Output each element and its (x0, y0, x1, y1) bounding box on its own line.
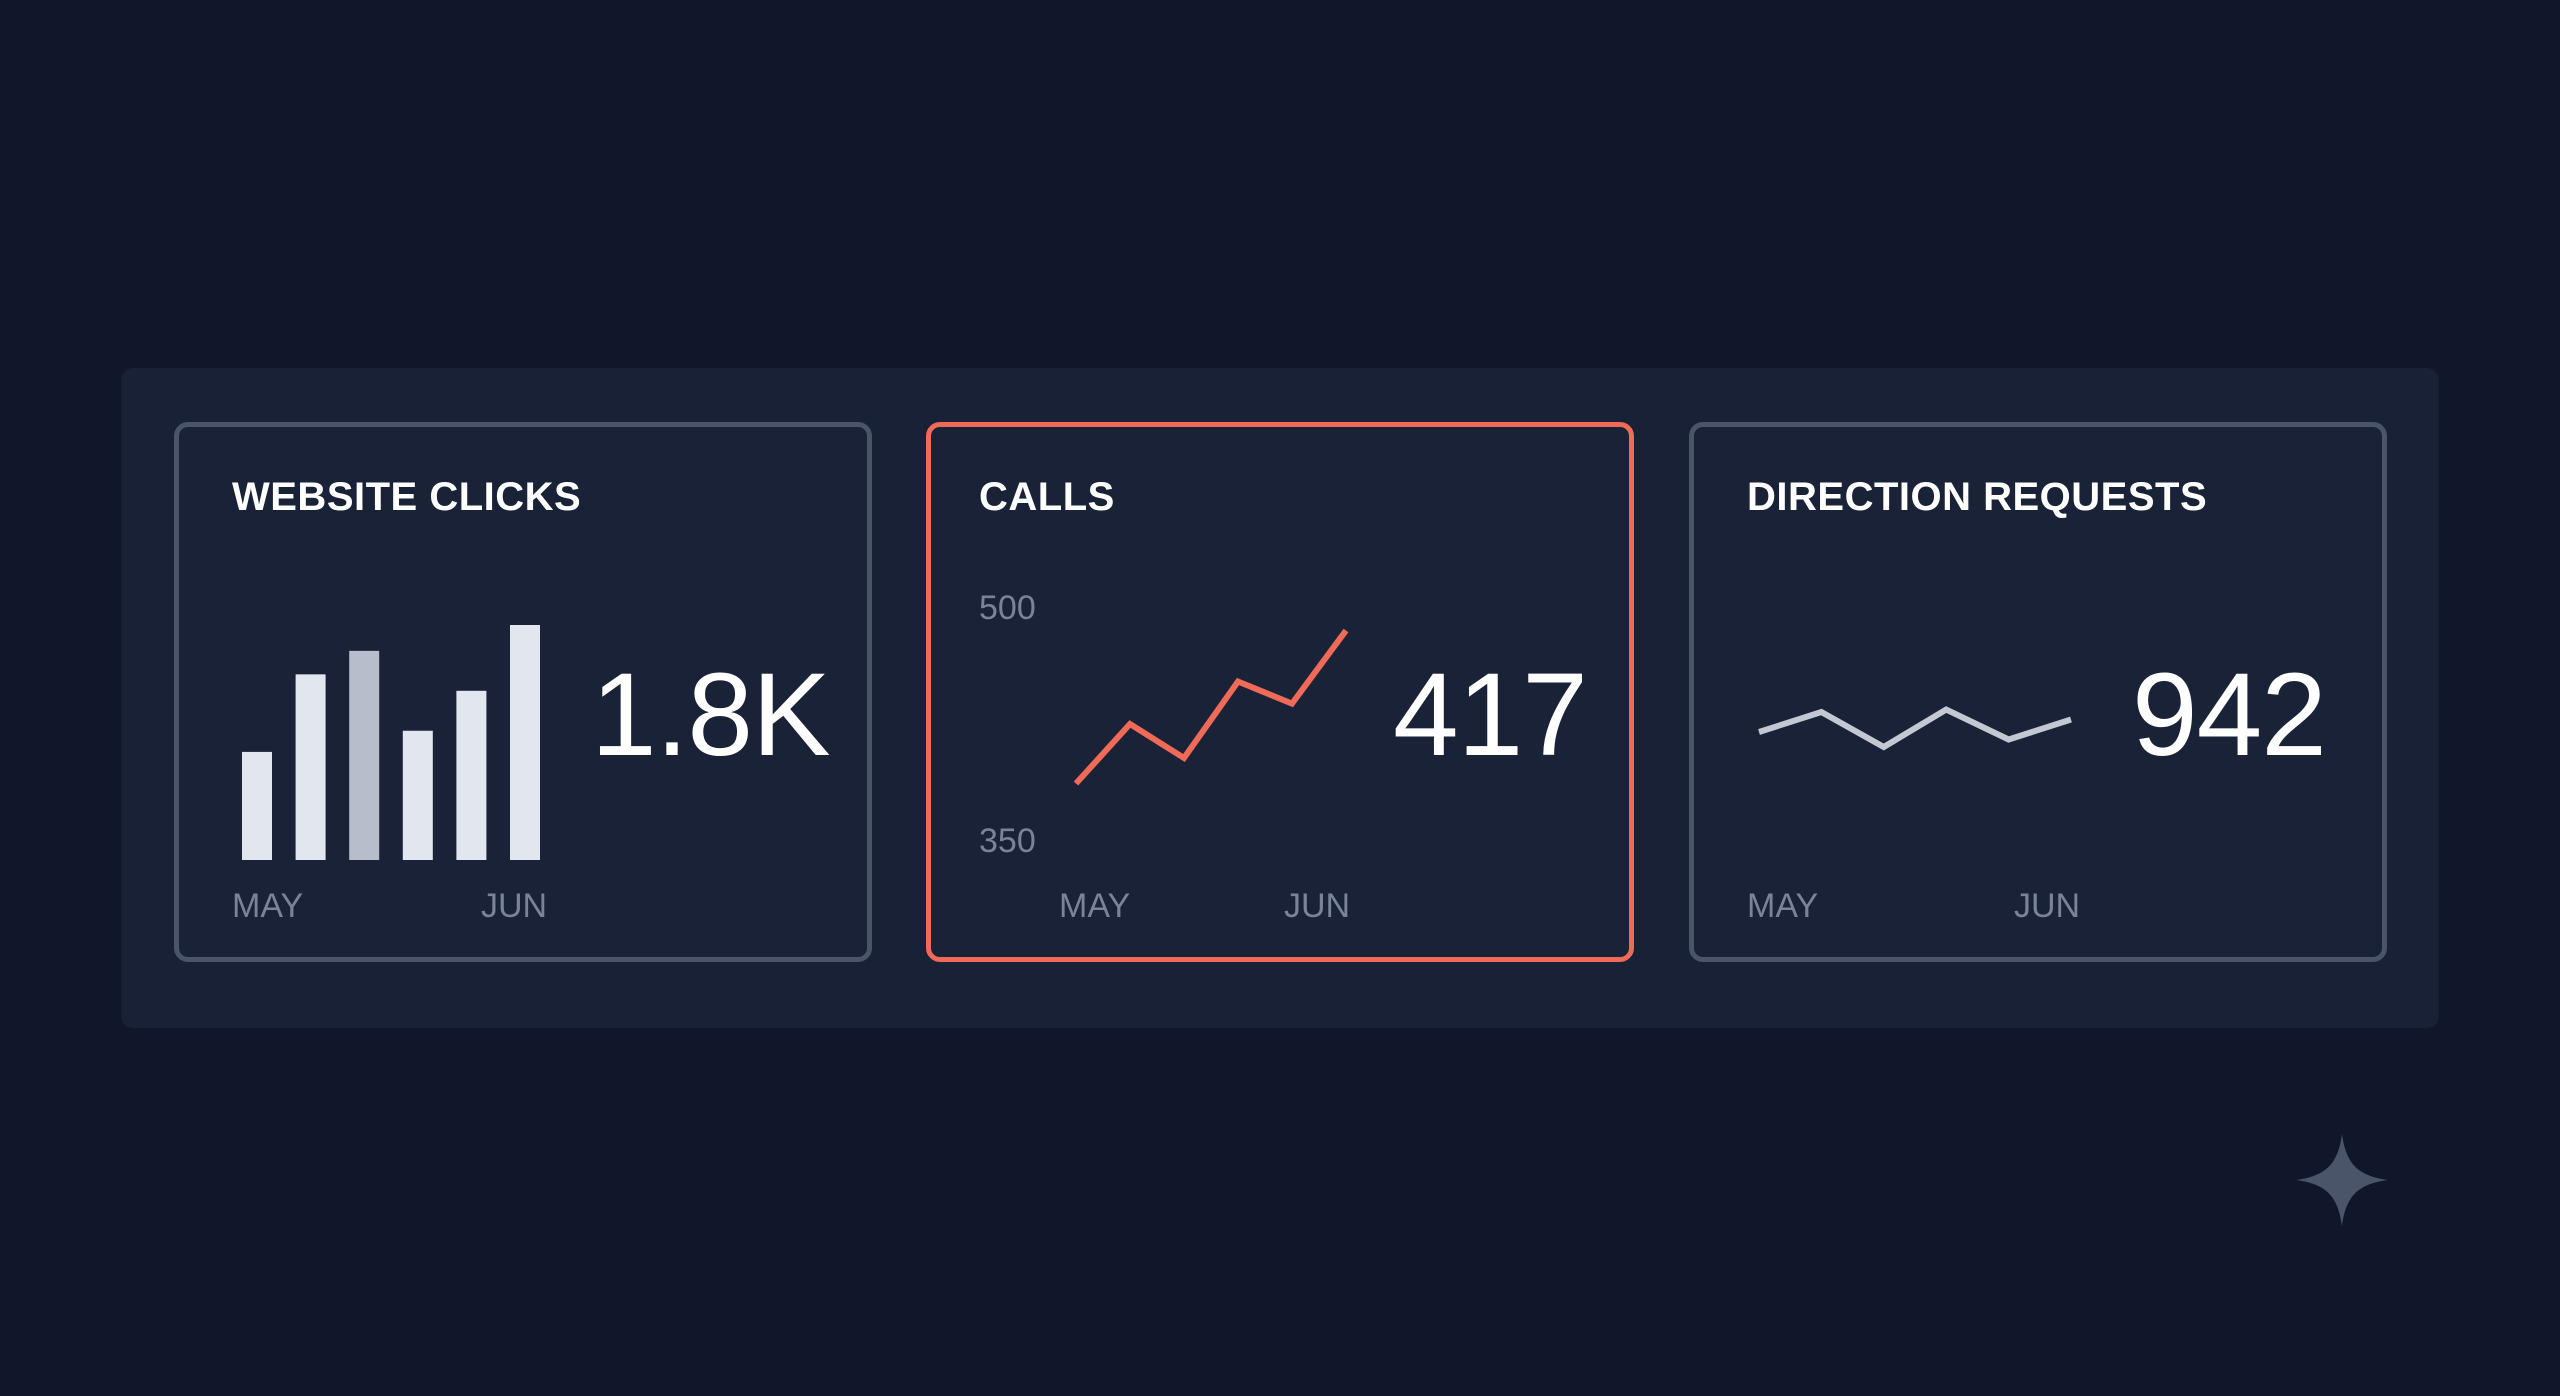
metrics-panel: WEBSITE CLICKS 1.8K MAY JUN CALLS 500 35… (121, 368, 2439, 1028)
bar (349, 650, 380, 860)
card-title: CALLS (979, 475, 1115, 519)
four-point-star-icon (2296, 1134, 2388, 1226)
website-clicks-bar-chart (242, 625, 540, 860)
x-tick-label: MAY (232, 887, 304, 925)
x-tick-label: JUN (481, 887, 548, 925)
direction-requests-value: 942 (2132, 649, 2327, 781)
direction-requests-card[interactable]: DIRECTION REQUESTS 942 MAY JUN (1689, 422, 2387, 962)
bar (510, 625, 540, 860)
bar (402, 730, 433, 860)
series-line (1758, 706, 2072, 751)
bar (242, 751, 272, 860)
x-tick-label: JUN (1284, 887, 1351, 925)
direction-requests-line-chart (1758, 706, 2072, 751)
x-tick-label: JUN (2014, 887, 2081, 925)
card-title: DIRECTION REQUESTS (1747, 475, 2208, 519)
calls-card[interactable]: CALLS 500 350 417 MAY JUN (926, 422, 1634, 962)
bar (456, 690, 487, 860)
website-clicks-value: 1.8K (591, 649, 831, 781)
series-line (1073, 628, 1349, 786)
x-tick-label: MAY (1059, 887, 1131, 925)
calls-value: 417 (1393, 649, 1588, 781)
calls-line-chart (1073, 628, 1349, 786)
y-tick-label: 500 (979, 589, 1036, 627)
bar (295, 674, 326, 860)
x-tick-label: MAY (1747, 887, 1819, 925)
website-clicks-card[interactable]: WEBSITE CLICKS 1.8K MAY JUN (174, 422, 872, 962)
card-title: WEBSITE CLICKS (232, 475, 582, 519)
y-tick-label: 350 (979, 822, 1036, 860)
